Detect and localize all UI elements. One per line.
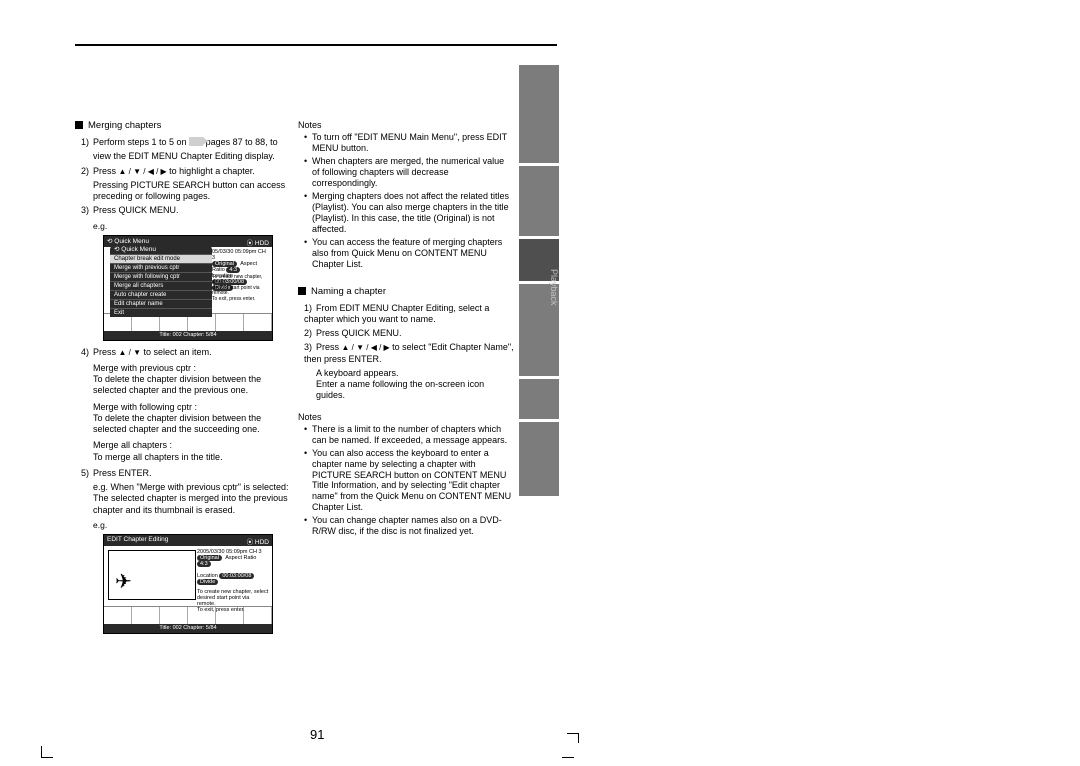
quick-menu-title: ⟲ Quick Menu xyxy=(110,244,212,254)
arrow-keys-icon: ▲ / ▼ / ◀ / ▶ xyxy=(119,167,167,176)
step-3: 3)Press QUICK MENU. xyxy=(81,205,291,216)
side-tab xyxy=(519,379,559,419)
note-item: •There is a limit to the number of chapt… xyxy=(304,424,514,446)
qm-item: Merge all chapters xyxy=(110,281,212,290)
square-bullet-icon xyxy=(298,287,306,295)
arrow-keys-icon: ▲ / ▼ xyxy=(119,348,142,357)
merge-all-desc: To merge all chapters in the title. xyxy=(93,452,291,463)
right-column: Notes •To turn off "EDIT MENU Main Menu"… xyxy=(298,120,514,539)
side-tab xyxy=(519,166,559,236)
left-column: Merging chapters 1)Perform steps 1 to 5 … xyxy=(75,120,291,640)
merge-next-desc: To delete the chapter division between t… xyxy=(93,413,291,436)
note-item: •To turn off "EDIT MENU Main Menu", pres… xyxy=(304,132,514,154)
rstep-3: 3)Press ▲ / ▼ / ◀ / ▶ to select "Edit Ch… xyxy=(304,342,514,365)
notes-heading: Notes xyxy=(298,120,514,130)
qm-item: Exit xyxy=(110,308,212,317)
heading-text: Naming a chapter xyxy=(311,286,386,297)
qm-item: Edit chapter name xyxy=(110,299,212,308)
crop-mark-icon xyxy=(41,746,53,758)
step-5: 5)Press ENTER. xyxy=(81,468,291,479)
qm-item: Chapter break edit mode xyxy=(110,254,212,263)
example-label-2: e.g. xyxy=(93,520,291,530)
qm-item: Merge with following cptr xyxy=(110,272,212,281)
arrow-keys-icon: ▲ / ▼ / ◀ / ▶ xyxy=(342,343,390,352)
quick-menu-screenshot: ⟲ Quick Menu ⦿ HDD ⟲ Quick Menu Chapter … xyxy=(103,235,273,341)
rstep-1: 1)From EDIT MENU Chapter Editing, select… xyxy=(304,303,514,326)
rstep-3-cont: A keyboard appears. xyxy=(316,368,514,379)
step-1: 1)Perform steps 1 to 5 on pages 87 to 88… xyxy=(81,137,291,148)
step-2: 2)Press ▲ / ▼ / ◀ / ▶ to highlight a cha… xyxy=(81,166,291,177)
step-2-cont: Pressing PICTURE SEARCH button can acces… xyxy=(93,180,291,203)
qm-item: Merge with previous cptr xyxy=(110,263,212,272)
side-tabs: Playback xyxy=(519,65,559,499)
merge-prev-term: Merge with previous cptr : xyxy=(93,363,291,374)
crop-mark-icon xyxy=(567,733,579,743)
step-4: 4)Press ▲ / ▼ to select an item. xyxy=(81,347,291,358)
note-item: •You can also access the keyboard to ent… xyxy=(304,448,514,514)
step-5-example: e.g. When "Merge with previous cptr" is … xyxy=(93,482,291,516)
chapter-editing-screenshot: EDIT Chapter Editing ⦿ HDD ✈ 2005/03/30 … xyxy=(103,534,273,634)
side-tab xyxy=(519,65,559,163)
rstep-2: 2)Press QUICK MENU. xyxy=(304,328,514,339)
side-tab-active: Playback xyxy=(519,239,559,281)
note-item: •When chapters are merged, the numerical… xyxy=(304,156,514,189)
qm-item: Auto chapter create xyxy=(110,290,212,299)
example-label-1: e.g. xyxy=(93,221,291,231)
heading-text: Merging chapters xyxy=(88,120,161,131)
crop-mark-icon xyxy=(562,746,574,758)
square-bullet-icon xyxy=(75,121,83,129)
note-item: •You can change chapter names also on a … xyxy=(304,515,514,537)
note-item: •You can access the feature of merging c… xyxy=(304,237,514,270)
step-1-cont: view the EDIT MENU Chapter Editing displ… xyxy=(93,151,291,162)
rstep-3-cont2: Enter a name following the on-screen ico… xyxy=(316,379,514,402)
note-item: •Merging chapters does not affect the re… xyxy=(304,191,514,235)
plane-icon: ✈ xyxy=(115,569,132,594)
section-merging-chapters: Merging chapters xyxy=(75,120,291,131)
notes-heading-2: Notes xyxy=(298,412,514,422)
header-rule xyxy=(75,44,557,46)
page-ref-arrow-icon xyxy=(189,137,203,146)
merge-prev-desc: To delete the chapter division between t… xyxy=(93,374,291,397)
merge-all-term: Merge all chapters : xyxy=(93,440,291,451)
section-naming-chapter: Naming a chapter xyxy=(298,286,514,297)
merge-next-term: Merge with following cptr : xyxy=(93,402,291,413)
page-number: 91 xyxy=(310,727,324,742)
side-tab xyxy=(519,422,559,496)
